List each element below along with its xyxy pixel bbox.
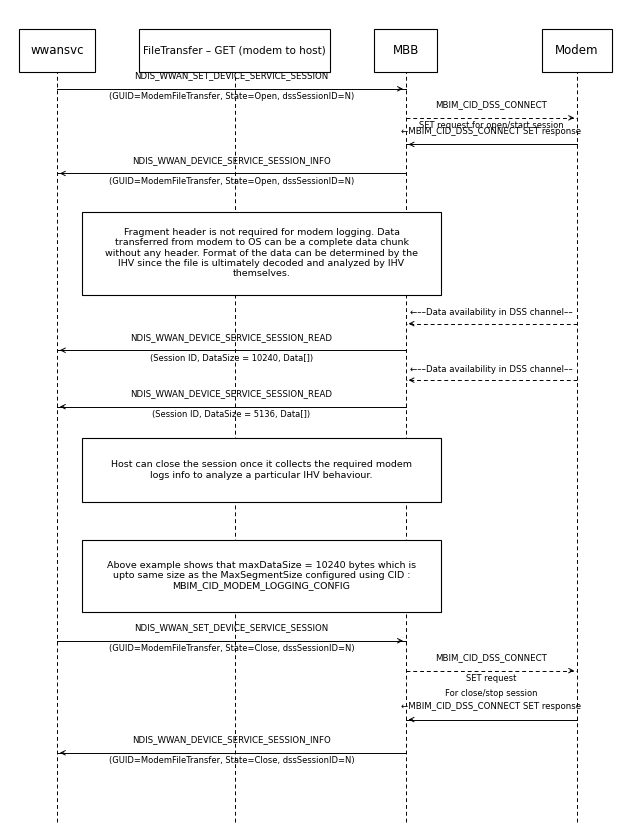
Text: ←MBIM_CID_DSS_CONNECT SET response: ←MBIM_CID_DSS_CONNECT SET response xyxy=(401,127,581,136)
Text: wwansvc: wwansvc xyxy=(30,44,84,57)
Text: NDIS_WWAN_DEVICE_SERVICE_SESSION_READ: NDIS_WWAN_DEVICE_SERVICE_SESSION_READ xyxy=(131,333,332,342)
Text: (GUID=ModemFileTransfer, State=Close, dssSessionID=N): (GUID=ModemFileTransfer, State=Close, ds… xyxy=(108,644,354,653)
Text: (GUID=ModemFileTransfer, State=Open, dssSessionID=N): (GUID=ModemFileTransfer, State=Open, dss… xyxy=(109,92,354,101)
Text: (Session ID, DataSize = 5136, Data[]): (Session ID, DataSize = 5136, Data[]) xyxy=(152,410,311,419)
Text: SET request for open/start session: SET request for open/start session xyxy=(419,121,564,130)
Text: ←MBIM_CID_DSS_CONNECT SET response: ←MBIM_CID_DSS_CONNECT SET response xyxy=(401,702,581,711)
Text: (Session ID, DataSize = 10240, Data[]): (Session ID, DataSize = 10240, Data[]) xyxy=(150,354,313,363)
Text: MBIM_CID_DSS_CONNECT: MBIM_CID_DSS_CONNECT xyxy=(436,100,547,110)
Text: NDIS_WWAN_DEVICE_SERVICE_SESSION_INFO: NDIS_WWAN_DEVICE_SERVICE_SESSION_INFO xyxy=(132,156,331,165)
Bar xyxy=(82,438,441,502)
Text: NDIS_WWAN_SET_DEVICE_SERVICE_SESSION: NDIS_WWAN_SET_DEVICE_SERVICE_SESSION xyxy=(134,623,328,632)
Text: ←––Data availability in DSS channel––: ←––Data availability in DSS channel–– xyxy=(410,308,573,317)
Bar xyxy=(82,540,441,612)
Bar xyxy=(82,212,441,295)
Text: (GUID=ModemFileTransfer, State=Close, dssSessionID=N): (GUID=ModemFileTransfer, State=Close, ds… xyxy=(108,756,354,765)
Text: Fragment header is not required for modem logging. Data
transferred from modem t: Fragment header is not required for mode… xyxy=(105,228,418,278)
Text: ←––Data availability in DSS channel––: ←––Data availability in DSS channel–– xyxy=(410,364,573,374)
Text: SET request: SET request xyxy=(466,674,517,683)
Text: NDIS_WWAN_DEVICE_SERVICE_SESSION_READ: NDIS_WWAN_DEVICE_SERVICE_SESSION_READ xyxy=(131,389,332,398)
Text: NDIS_WWAN_SET_DEVICE_SERVICE_SESSION: NDIS_WWAN_SET_DEVICE_SERVICE_SESSION xyxy=(134,71,328,81)
Text: MBB: MBB xyxy=(392,44,419,57)
Text: (GUID=ModemFileTransfer, State=Open, dssSessionID=N): (GUID=ModemFileTransfer, State=Open, dss… xyxy=(109,177,354,186)
Text: Above example shows that maxDataSize = 10240 bytes which is
upto same size as th: Above example shows that maxDataSize = 1… xyxy=(107,561,416,590)
Text: FileTransfer – GET (modem to host): FileTransfer – GET (modem to host) xyxy=(143,46,326,56)
Bar xyxy=(139,29,330,72)
Bar xyxy=(374,29,437,72)
Bar xyxy=(542,29,612,72)
Text: Host can close the session once it collects the required modem
logs info to anal: Host can close the session once it colle… xyxy=(111,461,412,480)
Text: MBIM_CID_DSS_CONNECT: MBIM_CID_DSS_CONNECT xyxy=(436,653,547,662)
Text: For close/stop session: For close/stop session xyxy=(445,689,538,698)
Bar xyxy=(19,29,95,72)
Text: Modem: Modem xyxy=(555,44,598,57)
Text: NDIS_WWAN_DEVICE_SERVICE_SESSION_INFO: NDIS_WWAN_DEVICE_SERVICE_SESSION_INFO xyxy=(132,735,331,745)
